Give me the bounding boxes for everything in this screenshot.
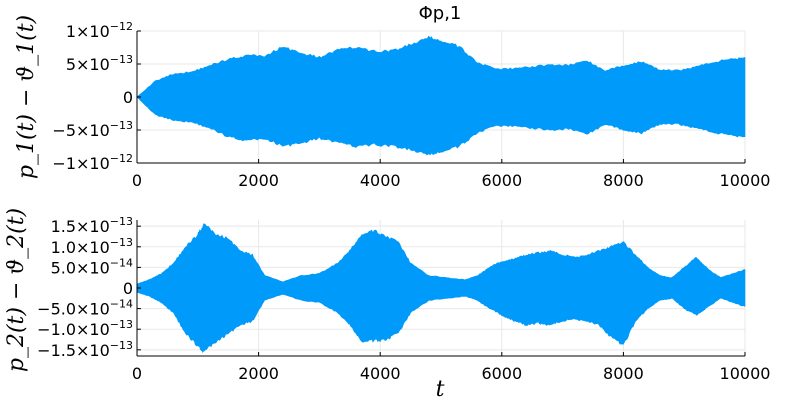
y-tick-label: 1×10−12 — [66, 20, 133, 41]
subplot-2: 0 2000 4000 6000 8000 10000 1.5×10−131.0×10−1… — [4, 208, 770, 400]
y-tick-label: −1.0×10−13 — [37, 318, 133, 339]
subplot-1: Φp,1 0 2000 4000 6000 8000 10000 1×10−12 5×10−… — [14, 3, 770, 190]
subplot-1-series — [136, 35, 746, 156]
x-tick-label: 10000 — [720, 171, 771, 190]
x-tick-label: 2000 — [238, 171, 279, 190]
y-tick-label: −5×10−13 — [52, 119, 133, 140]
y-tick-label: 0 — [123, 279, 133, 298]
subplot-2-xlabel: t — [436, 377, 445, 400]
y-tick-label: 1.5×10−13 — [51, 215, 133, 236]
y-tick-label: −1.5×10−13 — [37, 339, 133, 360]
subplot-1-x-ticks: 0 2000 4000 6000 8000 10000 — [132, 159, 771, 190]
subplot-2-ylabel: p_2(t) − ϑ_2(t) — [4, 208, 29, 372]
series-envelope — [136, 35, 746, 156]
x-tick-label: 8000 — [603, 171, 644, 190]
x-tick-label: 0 — [132, 171, 142, 190]
x-tick-label: 0 — [132, 364, 142, 383]
y-tick-label: −1×10−12 — [52, 152, 133, 173]
series-envelope — [136, 223, 746, 354]
y-tick-label: 1.0×10−13 — [51, 236, 133, 257]
x-tick-label: 8000 — [603, 364, 644, 383]
y-tick-label: 0 — [123, 88, 133, 107]
subplot-2-series — [136, 223, 746, 354]
x-tick-label: 4000 — [360, 171, 401, 190]
subplot-2-x-ticks: 0 2000 4000 6000 8000 10000 — [132, 352, 771, 383]
y-tick-label: 5.0×10−14 — [51, 256, 133, 277]
subplot-2-y-ticks: 1.5×10−131.0×10−135.0×10−140−5.0×10−14−1… — [37, 215, 141, 360]
x-tick-label: 4000 — [360, 364, 401, 383]
subplot-1-y-ticks: 1×10−12 5×10−13 0 −5×10−13 −1×10−12 — [52, 20, 141, 173]
x-tick-label: 10000 — [720, 364, 771, 383]
y-tick-label: 5×10−13 — [66, 53, 133, 74]
subplot-1-title: Φp,1 — [419, 3, 462, 24]
subplot-1-ylabel: p_1(t) − ϑ_1(t) — [14, 15, 39, 179]
x-tick-label: 6000 — [481, 364, 522, 383]
x-tick-label: 6000 — [481, 171, 522, 190]
y-tick-label: −5.0×10−14 — [37, 298, 133, 319]
x-tick-label: 2000 — [238, 364, 279, 383]
